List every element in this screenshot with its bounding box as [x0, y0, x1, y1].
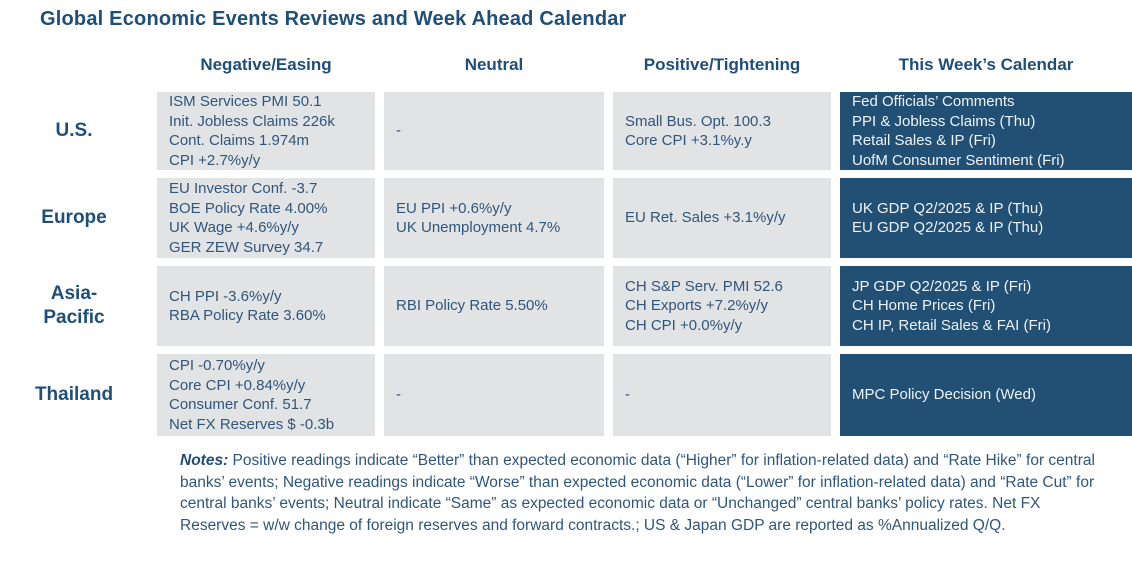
cell-positive: -: [613, 354, 831, 436]
cell-line: UK GDP Q2/2025 & IP (Thu): [852, 199, 1044, 217]
notes: Notes: Positive readings indicate “Bette…: [180, 450, 1110, 536]
cell-line: CPI -0.70%y/y: [169, 357, 265, 374]
cell-negative: CPI -0.70%y/y Core CPI +0.84%y/y Consumer …: [157, 354, 375, 436]
cell-line: PPI & Jobless Claims (Thu): [852, 112, 1036, 130]
header-spacer: [0, 46, 148, 84]
cell-line: Core CPI +0.84%y/y: [169, 376, 306, 394]
cell-line: EU Ret. Sales +3.1%y/y: [625, 209, 786, 227]
cell-line: RBA Policy Rate 3.60%: [169, 307, 326, 324]
notes-label: Notes:: [180, 452, 229, 469]
cell-line: UK Wage +4.6%y/y: [169, 219, 299, 236]
cell-line: JP GDP Q2/2025 & IP (Fri): [852, 277, 1032, 295]
column-header-this-weeks-calendar: This Week’s Calendar: [898, 55, 1074, 74]
column-header-negative-easing: Negative/Easing: [200, 55, 332, 74]
row-label: Europe: [0, 178, 148, 258]
cell-line: EU GDP Q2/2025 & IP (Thu): [852, 219, 1044, 236]
cell-neutral: -: [384, 92, 604, 170]
row-label-line: Pacific: [43, 307, 105, 328]
cell-neutral: EU PPI +0.6%y/y UK Unemployment 4.7%: [384, 178, 604, 258]
column-header-positive-tightening: Positive/Tightening: [643, 55, 801, 74]
cell-line: Net FX Reserves $ -0.3b: [169, 415, 335, 433]
cell-line: MPC Policy Decision (Wed): [852, 386, 1036, 404]
cell-line: EU Investor Conf. -3.7: [169, 180, 318, 197]
cell-line: BOE Policy Rate 4.00%: [169, 199, 328, 217]
cell-line: GER ZEW Survey 34.7: [169, 238, 324, 256]
cell-line: -: [396, 122, 401, 140]
cell-line: Init. Jobless Claims 226k: [169, 112, 335, 130]
row-label-line: Asia-: [50, 283, 98, 304]
cell-positive: Small Bus. Opt. 100.3 Core CPI +3.1%y.y: [613, 92, 831, 170]
cell-negative: CH PPI -3.6%y/y RBA Policy Rate 3.60%: [157, 266, 375, 346]
cell-line: CH CPI +0.0%y/y: [625, 316, 743, 334]
page-title: Global Economic Events Reviews and Week …: [40, 8, 627, 30]
row-label-line: Thailand: [34, 384, 114, 405]
cell-line: CH S&P Serv. PMI 52.6: [625, 277, 783, 295]
cell-line: CH PPI -3.6%y/y: [169, 287, 282, 305]
cell-line: Consumer Conf. 51.7: [169, 396, 312, 413]
cell-line: RBI Policy Rate 5.50%: [396, 297, 548, 315]
cell-line: Small Bus. Opt. 100.3: [625, 112, 771, 130]
row-label: Thailand: [0, 354, 148, 436]
cell-negative: EU Investor Conf. -3.7 BOE Policy Rate 4.…: [157, 178, 375, 258]
cell-line: Cont. Claims 1.974m: [169, 132, 310, 149]
cell-line: CH Exports +7.2%y/y: [625, 297, 768, 315]
cell-line: CPI +2.7%y/y: [169, 151, 261, 169]
cell-line: Fed Officials’ Comments: [852, 93, 1015, 110]
column-header-neutral: Neutral: [464, 55, 524, 74]
cell-line: -: [396, 386, 401, 404]
cell-positive: EU Ret. Sales +3.1%y/y: [613, 178, 831, 258]
row-label: Asia- Pacific: [0, 266, 148, 346]
cell-negative: ISM Services PMI 50.1 Init. Jobless Claim…: [157, 92, 375, 170]
cell-positive: CH S&P Serv. PMI 52.6 CH Exports +7.2%y/y…: [613, 266, 831, 346]
row-label-line: U.S.: [55, 120, 93, 141]
cell-calendar: MPC Policy Decision (Wed): [840, 354, 1132, 436]
cell-line: Retail Sales & IP (Fri): [852, 132, 996, 149]
cell-neutral: RBI Policy Rate 5.50%: [384, 266, 604, 346]
cell-line: CH Home Prices (Fri): [852, 297, 996, 315]
events-table: Negative/Easing Neutral Positive/Tighten…: [0, 46, 1132, 436]
cell-line: ISM Services PMI 50.1: [169, 93, 322, 110]
cell-calendar: Fed Officials’ Comments PPI & Jobless Cla…: [840, 92, 1132, 170]
cell-line: EU PPI +0.6%y/y: [396, 199, 512, 217]
cell-line: -: [625, 386, 630, 404]
cell-calendar: UK GDP Q2/2025 & IP (Thu) EU GDP Q2/2025 …: [840, 178, 1132, 258]
cell-line: CH IP, Retail Sales & FAI (Fri): [852, 316, 1051, 334]
cell-line: UofM Consumer Sentiment (Fri): [852, 151, 1065, 169]
row-label-line: Europe: [41, 207, 107, 228]
cell-line: UK Unemployment 4.7%: [396, 219, 561, 236]
notes-text: Positive readings indicate “Better” than…: [180, 452, 1095, 534]
row-label: U.S.: [0, 92, 148, 170]
cell-calendar: JP GDP Q2/2025 & IP (Fri) CH Home Prices …: [840, 266, 1132, 346]
cell-neutral: -: [384, 354, 604, 436]
cell-line: Core CPI +3.1%y.y: [625, 132, 752, 149]
